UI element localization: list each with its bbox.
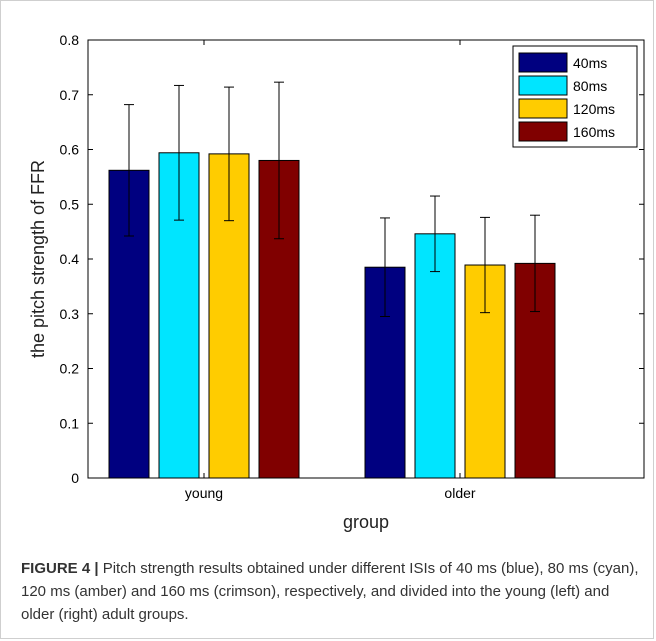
caption-text: Pitch strength results obtained under di… [21, 560, 639, 623]
x-tick-label: young [185, 485, 223, 501]
y-tick-label: 0.2 [60, 361, 80, 377]
caption-label: FIGURE 4 | [21, 560, 99, 577]
y-tick-label: 0.4 [60, 251, 80, 267]
y-tick-label: 0.6 [60, 142, 80, 158]
y-tick-label: 0.8 [60, 32, 80, 48]
legend-label: 120ms [573, 101, 615, 117]
y-axis-label: the pitch strength of FFR [28, 160, 48, 358]
y-tick-label: 0.3 [60, 306, 80, 322]
y-tick-label: 0.5 [60, 196, 80, 212]
x-axis-label: group [343, 512, 389, 532]
legend-label: 160ms [573, 124, 615, 140]
bar-80ms-young [158, 152, 200, 479]
bar-chart: 0 0.1 0.2 0.3 0.4 0.5 0.6 0.7 0.8 young older group… [28, 32, 645, 532]
legend-swatch-160ms [518, 121, 568, 142]
figure-caption: FIGURE 4 | Pitch strength results obtain… [21, 557, 641, 626]
legend-label: 40ms [573, 55, 607, 71]
legend-label: 80ms [573, 78, 607, 94]
legend-swatch-40ms [518, 52, 568, 73]
x-tick-label: older [444, 485, 475, 501]
legend-swatch-120ms [518, 98, 568, 119]
legend-swatch-80ms [518, 75, 568, 96]
y-tick-label: 0.7 [60, 87, 80, 103]
y-tick-label: 0 [71, 470, 79, 486]
y-tick-label: 0.1 [60, 415, 80, 431]
